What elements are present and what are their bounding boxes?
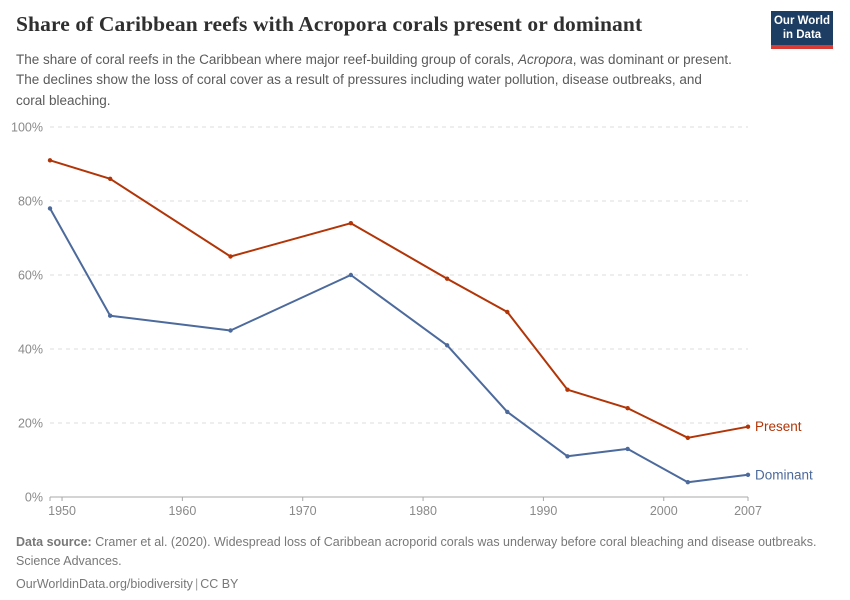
data-point-dominant[interactable] <box>685 480 691 485</box>
owid-logo[interactable]: Our World in Data <box>771 11 833 49</box>
data-point-present[interactable] <box>348 221 354 226</box>
data-point-dominant[interactable] <box>625 446 630 452</box>
line-chart[interactable]: 0% 20% 40% 60% 80% 100% 1950 1960 1970 1980 1990 20… <box>0 110 850 522</box>
x-axis-label: 1950 <box>48 504 76 518</box>
data-point-dominant[interactable] <box>505 409 510 415</box>
x-axis-label: 1980 <box>409 504 437 518</box>
x-axis-label: 1960 <box>168 504 196 518</box>
x-axis-label: 2000 <box>650 504 678 518</box>
series-line-present[interactable] <box>49 159 749 439</box>
subtitle-text-1: The share of coral reefs in the Caribbea… <box>16 52 519 67</box>
data-point-present[interactable] <box>565 387 570 392</box>
chart-title: Share of Caribbean reefs with Acropora c… <box>16 12 643 36</box>
x-axis-label: 2007 <box>734 504 762 518</box>
data-point-present[interactable] <box>505 309 510 315</box>
series-line-dominant[interactable] <box>49 207 749 484</box>
y-axis-label: 20% <box>18 417 43 431</box>
data-source-note: Data source: Cramer et al. (2020). Wides… <box>16 533 836 571</box>
y-axis-label: 60% <box>18 269 43 283</box>
data-point-present[interactable] <box>228 254 233 259</box>
owid-url-link[interactable]: OurWorldinData.org/biodiversity <box>16 576 193 591</box>
x-axis-label: 1970 <box>289 504 317 518</box>
series-label-dominant: Dominant <box>755 467 813 482</box>
data-point-dominant[interactable] <box>228 328 233 333</box>
data-source-text: Cramer et al. (2020). Widespread loss of… <box>16 535 817 568</box>
data-point-dominant[interactable] <box>107 313 113 318</box>
data-point-present[interactable] <box>745 424 751 429</box>
data-point-dominant[interactable] <box>348 272 354 278</box>
y-axis-label: 40% <box>18 343 43 357</box>
data-point-present[interactable] <box>625 406 630 411</box>
data-point-dominant[interactable] <box>444 343 450 348</box>
footer-links: OurWorldinData.org/biodiversity | CC BY <box>16 575 836 594</box>
chart-footer: Data source: Cramer et al. (2020). Wides… <box>16 533 836 593</box>
chart-subtitle: The share of coral reefs in the Caribbea… <box>16 50 732 111</box>
owid-logo-line1: Our World <box>773 14 830 27</box>
license-link[interactable]: CC BY <box>200 576 239 591</box>
data-point-dominant[interactable] <box>47 206 53 211</box>
data-point-present[interactable] <box>47 158 53 163</box>
data-point-present[interactable] <box>685 435 691 440</box>
subtitle-italic-species: Acropora <box>518 52 573 67</box>
y-axis-label: 80% <box>18 195 43 209</box>
owid-logo-line2: in Data <box>782 29 822 41</box>
y-axis-label: 100% <box>11 121 43 135</box>
series-label-present: Present <box>755 419 802 434</box>
footer-separator: | <box>194 576 199 591</box>
data-point-present[interactable] <box>444 276 450 281</box>
data-point-dominant[interactable] <box>565 454 570 459</box>
data-source-label: Data source: <box>16 535 92 549</box>
data-point-present[interactable] <box>107 176 113 181</box>
x-axis-label: 1990 <box>530 504 558 518</box>
data-point-dominant[interactable] <box>745 472 751 477</box>
line-chart-svg[interactable]: 0% 20% 40% 60% 80% 100% 1950 1960 1970 1980 1990 20… <box>0 110 850 522</box>
y-axis-label: 0% <box>25 491 43 505</box>
subtitle-text-2: , was dominant or present. The declines … <box>16 52 732 108</box>
